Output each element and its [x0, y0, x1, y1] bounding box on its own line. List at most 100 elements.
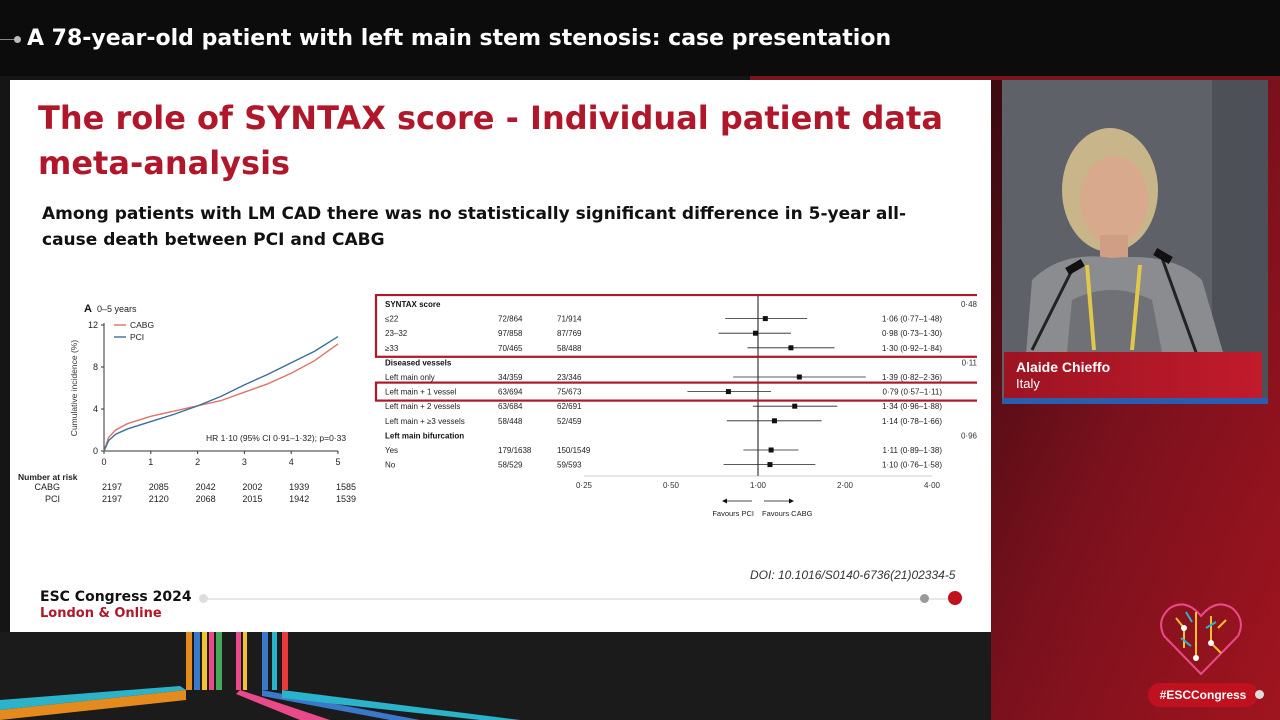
- y-tick-label: 4: [93, 404, 98, 414]
- forest-row-hr: 0·98 (0·73–1·30): [882, 329, 942, 338]
- risk-value: 2002: [242, 482, 263, 492]
- forest-tick-label: 1·00: [750, 481, 767, 490]
- congress-city: London & Online: [40, 606, 162, 621]
- forest-point: [725, 389, 731, 395]
- forest-tick-label: 4·00: [924, 481, 941, 490]
- risk-table: Number at risk CABG 2197 2085 2042 2002 1939 1…: [18, 472, 358, 506]
- forest-row-hr: 1·34 (0·96–1·88): [882, 402, 942, 411]
- congress-name: ESC Congress 2024: [40, 589, 192, 605]
- forest-plot: 0·25 0·50 1·00 2·00 4·00 Favours PCI Favours C…: [365, 293, 982, 518]
- forest-row-pci: 179/1638: [498, 446, 532, 455]
- km-chart: A 0–5 years Cumulative incidence (%) 0 4 8 12 0…: [16, 296, 366, 516]
- congress-branding: ESC Congress 2024 London & Online: [40, 589, 192, 621]
- favours-cabg-arrowhead: [789, 498, 794, 504]
- series-line-pci: [103, 335, 339, 452]
- decorative-stripes: [0, 632, 520, 720]
- x-tick-label: 5: [335, 457, 340, 467]
- progress-marker: [920, 594, 929, 603]
- forest-point: [767, 462, 773, 468]
- risk-value: 2120: [148, 494, 169, 504]
- x-tick-label: 0: [101, 457, 106, 467]
- forest-group-p: 0·48: [961, 300, 977, 309]
- progress-current: [948, 591, 962, 605]
- forest-point: [788, 345, 794, 351]
- forest-row-label: Left main only: [385, 373, 435, 382]
- y-tick-label: 0: [93, 446, 98, 456]
- forest-group-p: 0·96: [961, 431, 977, 440]
- forest-row-hr: 1·06 (0·77–1·48): [882, 315, 942, 324]
- risk-value: 2042: [195, 482, 216, 492]
- forest-row-label: Yes: [385, 446, 398, 455]
- risk-value: 1539: [335, 494, 357, 504]
- forest-group-header: SYNTAX score: [385, 300, 441, 309]
- forest-point: [762, 316, 768, 322]
- y-axis-label: Cumulative incidence (%): [69, 340, 79, 437]
- progress-track: [200, 598, 955, 600]
- forest-row-hr: 1·30 (0·92–1·84): [882, 344, 942, 353]
- red-strip: [750, 76, 1280, 80]
- title-line: [0, 39, 16, 40]
- forest-row-cabg: 87/769: [557, 329, 582, 338]
- forest-row-pci: 34/359: [498, 373, 523, 382]
- risk-row-pci: PCI 2197 2120 2068 2015 1942 1539: [18, 494, 358, 506]
- forest-row-label: ≥33: [385, 344, 399, 353]
- forest-point: [796, 374, 802, 380]
- forest-row-label: 23–32: [385, 329, 408, 338]
- risk-value: 1942: [289, 494, 310, 504]
- forest-row-cabg: 59/593: [557, 461, 582, 470]
- forest-row-label: Left main + ≥3 vessels: [385, 417, 465, 426]
- forest-row-pci: 63/684: [498, 402, 523, 411]
- forest-row-cabg: 58/488: [557, 344, 582, 353]
- forest-row-label: Left main + 2 vessels: [385, 402, 460, 411]
- forest-row-hr: 1·11 (0·89–1·38): [883, 446, 943, 455]
- forest-tick-label: 0·50: [663, 481, 680, 490]
- risk-value: 1585: [335, 482, 357, 492]
- risk-value: 2197: [101, 494, 123, 504]
- forest-row-pci: 63/694: [498, 388, 523, 397]
- forest-point: [752, 330, 758, 336]
- risk-value: 2085: [148, 482, 169, 492]
- hashtag-dot: [1255, 690, 1264, 699]
- risk-value: 2015: [242, 494, 263, 504]
- slide-title: The role of SYNTAX score - Individual pa…: [38, 99, 943, 182]
- risk-row-label: CABG: [34, 482, 60, 492]
- forest-row-hr: 1·14 (0·78–1·66): [882, 417, 942, 426]
- forest-row-cabg: 71/914: [557, 315, 582, 324]
- session-title: A 78-year-old patient with left main ste…: [27, 26, 892, 51]
- speaker-image: [1002, 80, 1268, 404]
- speaker-lower-third: Alaide Chieffo Italy: [1004, 352, 1262, 398]
- title-dot: [14, 36, 21, 43]
- forest-plot-svg: 0·25 0·50 1·00 2·00 4·00 Favours PCI Favours C…: [374, 293, 982, 518]
- forest-row-cabg: 75/673: [557, 388, 582, 397]
- risk-value: 2068: [195, 494, 216, 504]
- forest-group-header: Left main bifurcation: [385, 431, 464, 440]
- panel-label: A: [84, 303, 92, 315]
- favours-pci-arrowhead: [722, 498, 727, 504]
- slide-subtitle: Among patients with LM CAD there was no …: [42, 204, 907, 250]
- risk-row-label: PCI: [44, 494, 60, 504]
- panel-title: 0–5 years: [97, 304, 137, 314]
- forest-row-hr: 0·79 (0·57–1·11): [883, 388, 943, 397]
- hr-annotation: HR 1·10 (95% CI 0·91–1·32); p=0·33: [206, 433, 346, 443]
- forest-row-pci: 72/864: [498, 315, 523, 324]
- risk-value: 1939: [289, 482, 310, 492]
- slide: The role of SYNTAX score - Individual pa…: [10, 80, 991, 632]
- forest-row-cabg: 150/1549: [557, 446, 591, 455]
- forest-point: [771, 418, 777, 424]
- forest-row-pci: 97/858: [498, 329, 523, 338]
- forest-row-hr: 1·39 (0·82–2·36): [882, 373, 942, 382]
- forest-row-label: Left main + 1 vessel: [385, 388, 457, 397]
- risk-row-cabg: CABG 2197 2085 2042 2002 1939 1585: [18, 482, 358, 494]
- forest-group-header: Diseased vessels: [385, 358, 452, 367]
- x-tick-label: 2: [195, 457, 200, 467]
- legend-label-cabg: CABG: [130, 320, 154, 330]
- forest-row-label: ≤22: [385, 315, 399, 324]
- favours-cabg-label: Favours CABG: [762, 509, 813, 516]
- speaker-frame-edge: [1002, 398, 1268, 404]
- y-tick-label: 12: [88, 320, 98, 330]
- forest-tick-label: 2·00: [837, 481, 854, 490]
- top-bar: A 78-year-old patient with left main ste…: [0, 0, 1280, 76]
- forest-row-cabg: 52/459: [557, 417, 582, 426]
- speaker-country: Italy: [1016, 376, 1040, 391]
